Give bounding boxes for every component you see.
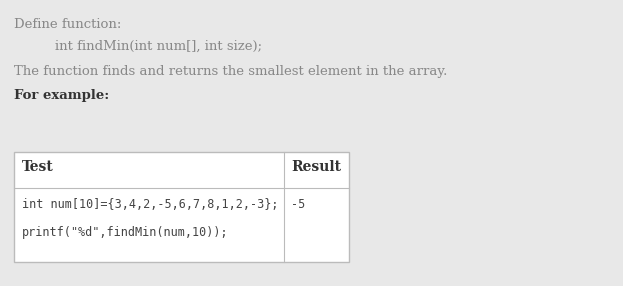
Text: int num[10]={3,4,2,-5,6,7,8,1,2,-3};: int num[10]={3,4,2,-5,6,7,8,1,2,-3}; xyxy=(22,198,278,211)
Text: The function finds and returns the smallest element in the array.: The function finds and returns the small… xyxy=(14,65,447,78)
Text: -5: -5 xyxy=(291,198,305,211)
Text: For example:: For example: xyxy=(14,89,109,102)
Text: Test: Test xyxy=(22,160,54,174)
Text: Define function:: Define function: xyxy=(14,18,121,31)
Text: printf("%d",findMin(num,10));: printf("%d",findMin(num,10)); xyxy=(22,226,229,239)
Text: int findMin(int num[], int size);: int findMin(int num[], int size); xyxy=(55,40,262,53)
Text: Result: Result xyxy=(291,160,341,174)
Bar xyxy=(14,152,349,262)
